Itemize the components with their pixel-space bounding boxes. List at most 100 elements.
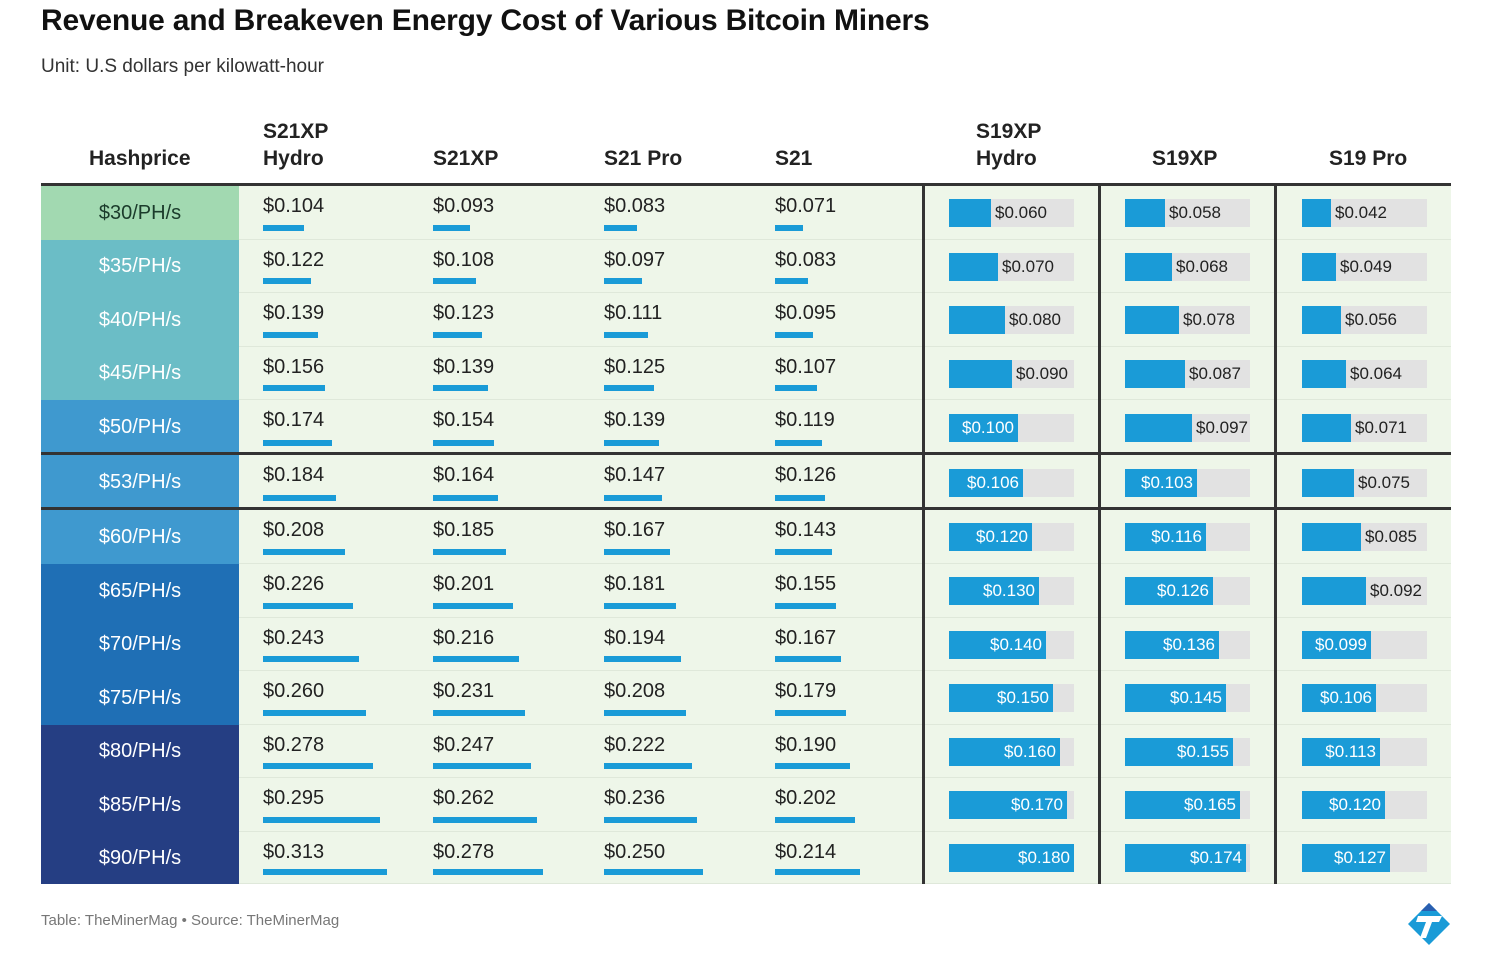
bar-cell: $0.136 xyxy=(1125,618,1250,671)
value-bar xyxy=(775,225,803,231)
column-divider xyxy=(1098,184,1101,884)
value-cell: $0.250 xyxy=(604,832,754,884)
row-separator xyxy=(239,617,1451,618)
bar-cell: $0.116 xyxy=(1125,510,1250,564)
bar-value-label: $0.106 xyxy=(967,473,1019,492)
value-label: $0.111 xyxy=(604,302,663,324)
row-separator xyxy=(239,563,1451,564)
value-bar xyxy=(604,763,692,769)
value-bar xyxy=(433,278,476,284)
bar-cell: $0.113 xyxy=(1302,725,1427,778)
table-row: $30/PH/s $0.104 $0.093 $0.083 $0.071 $0.060 $0… xyxy=(41,186,1451,240)
value-bar xyxy=(604,385,654,391)
bar-cell: $0.130 xyxy=(949,564,1074,618)
data-table: $30/PH/s $0.104 $0.093 $0.083 $0.071 $0.060 $0… xyxy=(41,186,1451,884)
value-label: $0.236 xyxy=(604,787,666,809)
bar-cell: $0.090 xyxy=(949,347,1074,400)
value-cell: $0.295 xyxy=(263,778,413,832)
column-divider xyxy=(1274,184,1277,884)
value-label: $0.167 xyxy=(604,519,666,541)
bar-cell: $0.056 xyxy=(1302,293,1427,347)
bar-fill xyxy=(1302,738,1380,766)
bar-value-label: $0.090 xyxy=(1016,364,1068,383)
value-bar xyxy=(604,495,662,501)
value-bar xyxy=(433,869,543,875)
hashprice-cell: $60/PH/s xyxy=(41,510,239,564)
bar-fill xyxy=(1302,414,1351,442)
value-label: $0.147 xyxy=(604,464,666,486)
value-bar xyxy=(433,603,513,609)
column-header-4: S21 xyxy=(775,145,812,172)
column-header-line: S19 Pro xyxy=(1329,147,1408,170)
value-label: $0.107 xyxy=(775,356,837,378)
value-bar xyxy=(604,549,670,555)
value-bar xyxy=(433,817,537,823)
bar-cell: $0.060 xyxy=(949,186,1074,240)
value-cell: $0.260 xyxy=(263,671,413,725)
value-cell: $0.231 xyxy=(433,671,583,725)
value-cell: $0.201 xyxy=(433,564,583,618)
value-bar xyxy=(263,549,345,555)
table-row: $35/PH/s $0.122 $0.108 $0.097 $0.083 $0.070 $0… xyxy=(41,240,1451,293)
hashprice-cell: $85/PH/s xyxy=(41,778,239,832)
column-header-line: S19XP xyxy=(976,120,1042,143)
value-cell: $0.243 xyxy=(263,618,413,671)
value-bar xyxy=(775,440,822,446)
value-bar xyxy=(263,710,366,716)
hashprice-cell: $90/PH/s xyxy=(41,832,239,884)
value-cell: $0.108 xyxy=(433,240,583,293)
column-header-5: S19XP Hydro xyxy=(976,118,1041,172)
value-cell: $0.181 xyxy=(604,564,754,618)
value-label: $0.155 xyxy=(775,573,837,595)
bar-fill xyxy=(1125,844,1246,872)
value-bar xyxy=(263,869,387,875)
bar-cell: $0.068 xyxy=(1125,240,1250,293)
value-bar xyxy=(263,278,311,284)
value-cell: $0.262 xyxy=(433,778,583,832)
bar-track: $0.130 xyxy=(949,577,1074,605)
value-bar xyxy=(263,385,325,391)
bar-value-label: $0.106 xyxy=(1320,688,1372,707)
bar-fill xyxy=(949,523,1032,551)
hashprice-cell: $75/PH/s xyxy=(41,671,239,725)
bar-fill xyxy=(1302,306,1341,334)
value-cell: $0.216 xyxy=(433,618,583,671)
row-separator xyxy=(239,883,1451,884)
column-header-1: S21XP Hydro xyxy=(263,118,328,172)
value-bar xyxy=(433,385,488,391)
value-label: $0.139 xyxy=(604,409,666,431)
column-header-line: S21XP xyxy=(433,147,499,170)
bar-track: $0.103 xyxy=(1125,469,1250,497)
bar-value-label: $0.170 xyxy=(1011,795,1063,814)
bar-value-label: $0.180 xyxy=(1018,848,1070,867)
bar-cell: $0.170 xyxy=(949,778,1074,832)
value-bar xyxy=(775,817,855,823)
value-label: $0.174 xyxy=(263,409,325,431)
row-separator xyxy=(239,399,1451,400)
bar-track: $0.127 xyxy=(1302,844,1427,872)
bar-fill xyxy=(1302,631,1371,659)
bar-value-label: $0.064 xyxy=(1350,364,1402,383)
value-label: $0.208 xyxy=(263,519,325,541)
bar-fill xyxy=(1125,414,1192,442)
bar-value-label: $0.113 xyxy=(1325,742,1376,761)
column-header-line: S21 xyxy=(775,147,813,170)
bar-value-label: $0.150 xyxy=(997,688,1049,707)
row-separator xyxy=(239,777,1451,778)
bar-cell: $0.106 xyxy=(1302,671,1427,725)
bar-value-label: $0.126 xyxy=(1157,581,1209,600)
column-header-7: S19 Pro xyxy=(1329,145,1407,172)
bar-cell: $0.127 xyxy=(1302,832,1427,884)
value-label: $0.295 xyxy=(263,787,325,809)
bar-track: $0.140 xyxy=(949,631,1074,659)
bar-fill xyxy=(1302,577,1366,605)
value-cell: $0.155 xyxy=(775,564,925,618)
bar-track: $0.058 xyxy=(1125,199,1250,227)
bar-value-label: $0.078 xyxy=(1183,310,1235,329)
value-label: $0.108 xyxy=(433,249,495,271)
value-cell: $0.154 xyxy=(433,400,583,455)
bar-track: $0.042 xyxy=(1302,199,1427,227)
bar-value-label: $0.174 xyxy=(1190,848,1242,867)
bar-track: $0.097 xyxy=(1125,414,1250,442)
bar-cell: $0.097 xyxy=(1125,400,1250,455)
